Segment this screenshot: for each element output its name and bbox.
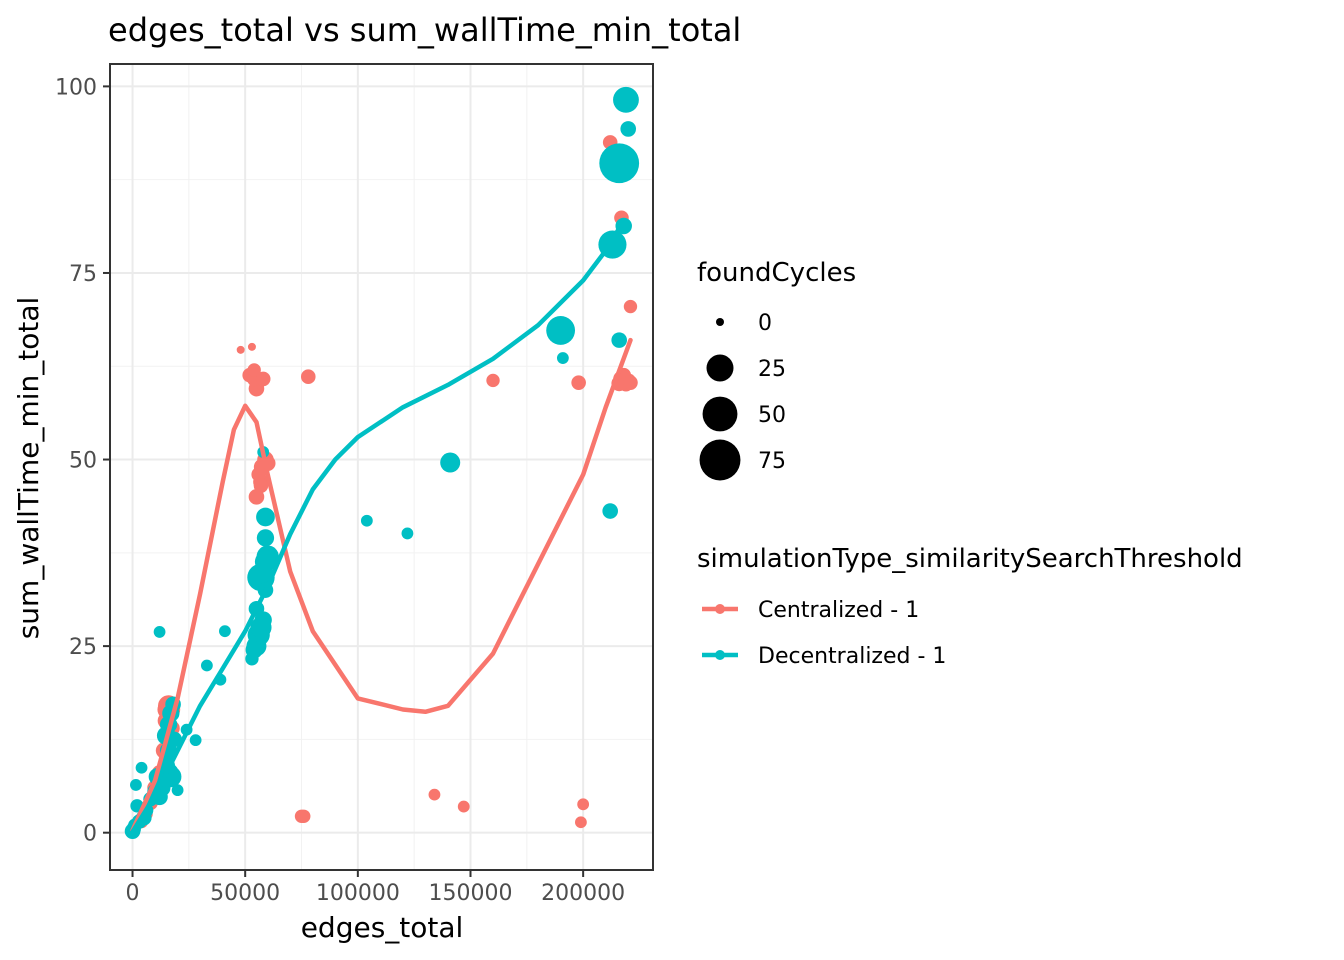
legend: foundCycles 0 25 50 75 simulationType_simil… [697, 258, 1243, 669]
size-legend-label: 0 [758, 311, 772, 336]
x-axis-label: edges_total [301, 911, 464, 944]
plot-panel [109, 63, 654, 871]
y-tick-label: 75 [69, 262, 97, 287]
data-point [247, 342, 256, 351]
color-legend-title: simulationType_similaritySearchThreshold [697, 544, 1243, 574]
data-point [166, 731, 183, 748]
x-tick-label: 50000 [210, 881, 280, 906]
y-tick-label: 100 [55, 75, 97, 100]
data-point [602, 503, 618, 519]
data-point [255, 371, 271, 387]
data-point [401, 527, 414, 540]
size-legend-key [716, 318, 724, 326]
data-point [247, 363, 261, 377]
y-tick-label: 0 [83, 822, 97, 847]
trend-line-2 [130, 218, 626, 835]
data-point [623, 299, 638, 314]
size-legend-key [699, 439, 741, 481]
data-point [300, 369, 316, 384]
color-legend-dot [715, 604, 725, 614]
data-point [571, 375, 586, 390]
data-point [546, 316, 576, 345]
data-point [200, 659, 213, 672]
data-point [219, 625, 231, 638]
data-point [254, 551, 277, 573]
x-tick-label: 150000 [429, 881, 513, 906]
panel-background [110, 64, 653, 870]
data-point [440, 452, 461, 473]
data-point [153, 626, 166, 638]
size-legend-label: 50 [758, 403, 786, 428]
data-point [171, 784, 184, 797]
size-legend-label: 25 [758, 357, 786, 382]
x-axis-ticks: 0 50000 100000 150000 200000 [126, 870, 625, 906]
size-legend-key [702, 396, 738, 432]
y-axis-ticks: 0 25 50 75 100 [55, 75, 110, 847]
data-point [236, 345, 245, 354]
size-legend-keys: 0 25 50 75 [699, 311, 786, 481]
size-legend-title: foundCycles [697, 258, 856, 288]
data-point [575, 816, 587, 829]
data-point [428, 788, 441, 801]
x-tick-label: 100000 [316, 881, 400, 906]
data-point [294, 809, 309, 823]
data-point [251, 467, 266, 482]
panel-border [109, 63, 654, 871]
trend-line-1 [130, 337, 633, 833]
data-point [577, 798, 590, 811]
color-legend-dot [715, 650, 725, 660]
color-legend-label: Decentralized - 1 [758, 644, 946, 669]
data-point [599, 143, 640, 184]
color-legend-label: Centralized - 1 [758, 598, 919, 623]
y-axis-label: sum_wallTime_min_total [12, 297, 45, 640]
data-point [611, 332, 628, 348]
data-point [360, 514, 373, 527]
data-point [256, 507, 275, 527]
data-point [556, 352, 569, 364]
data-point [245, 652, 259, 666]
y-tick-label: 50 [69, 449, 97, 474]
data-point [256, 529, 275, 547]
data-point [248, 489, 265, 505]
size-legend-key [706, 354, 734, 382]
data-point [623, 375, 638, 390]
data-point [620, 121, 637, 137]
x-tick-label: 0 [126, 881, 140, 906]
data-point [457, 800, 470, 813]
y-tick-label: 25 [69, 635, 97, 660]
data-point [613, 86, 639, 113]
data-point [189, 734, 202, 747]
data-point [253, 478, 269, 493]
size-legend-label: 75 [758, 449, 786, 474]
x-tick-label: 200000 [541, 881, 625, 906]
data-point [486, 373, 500, 388]
color-legend-keys: Centralized - 1 Decentralized - 1 [702, 598, 946, 669]
series-points-2 [124, 86, 640, 839]
data-point [130, 779, 142, 791]
data-point [135, 761, 148, 774]
chart-title: edges_total vs sum_wallTime_min_total [108, 11, 741, 49]
